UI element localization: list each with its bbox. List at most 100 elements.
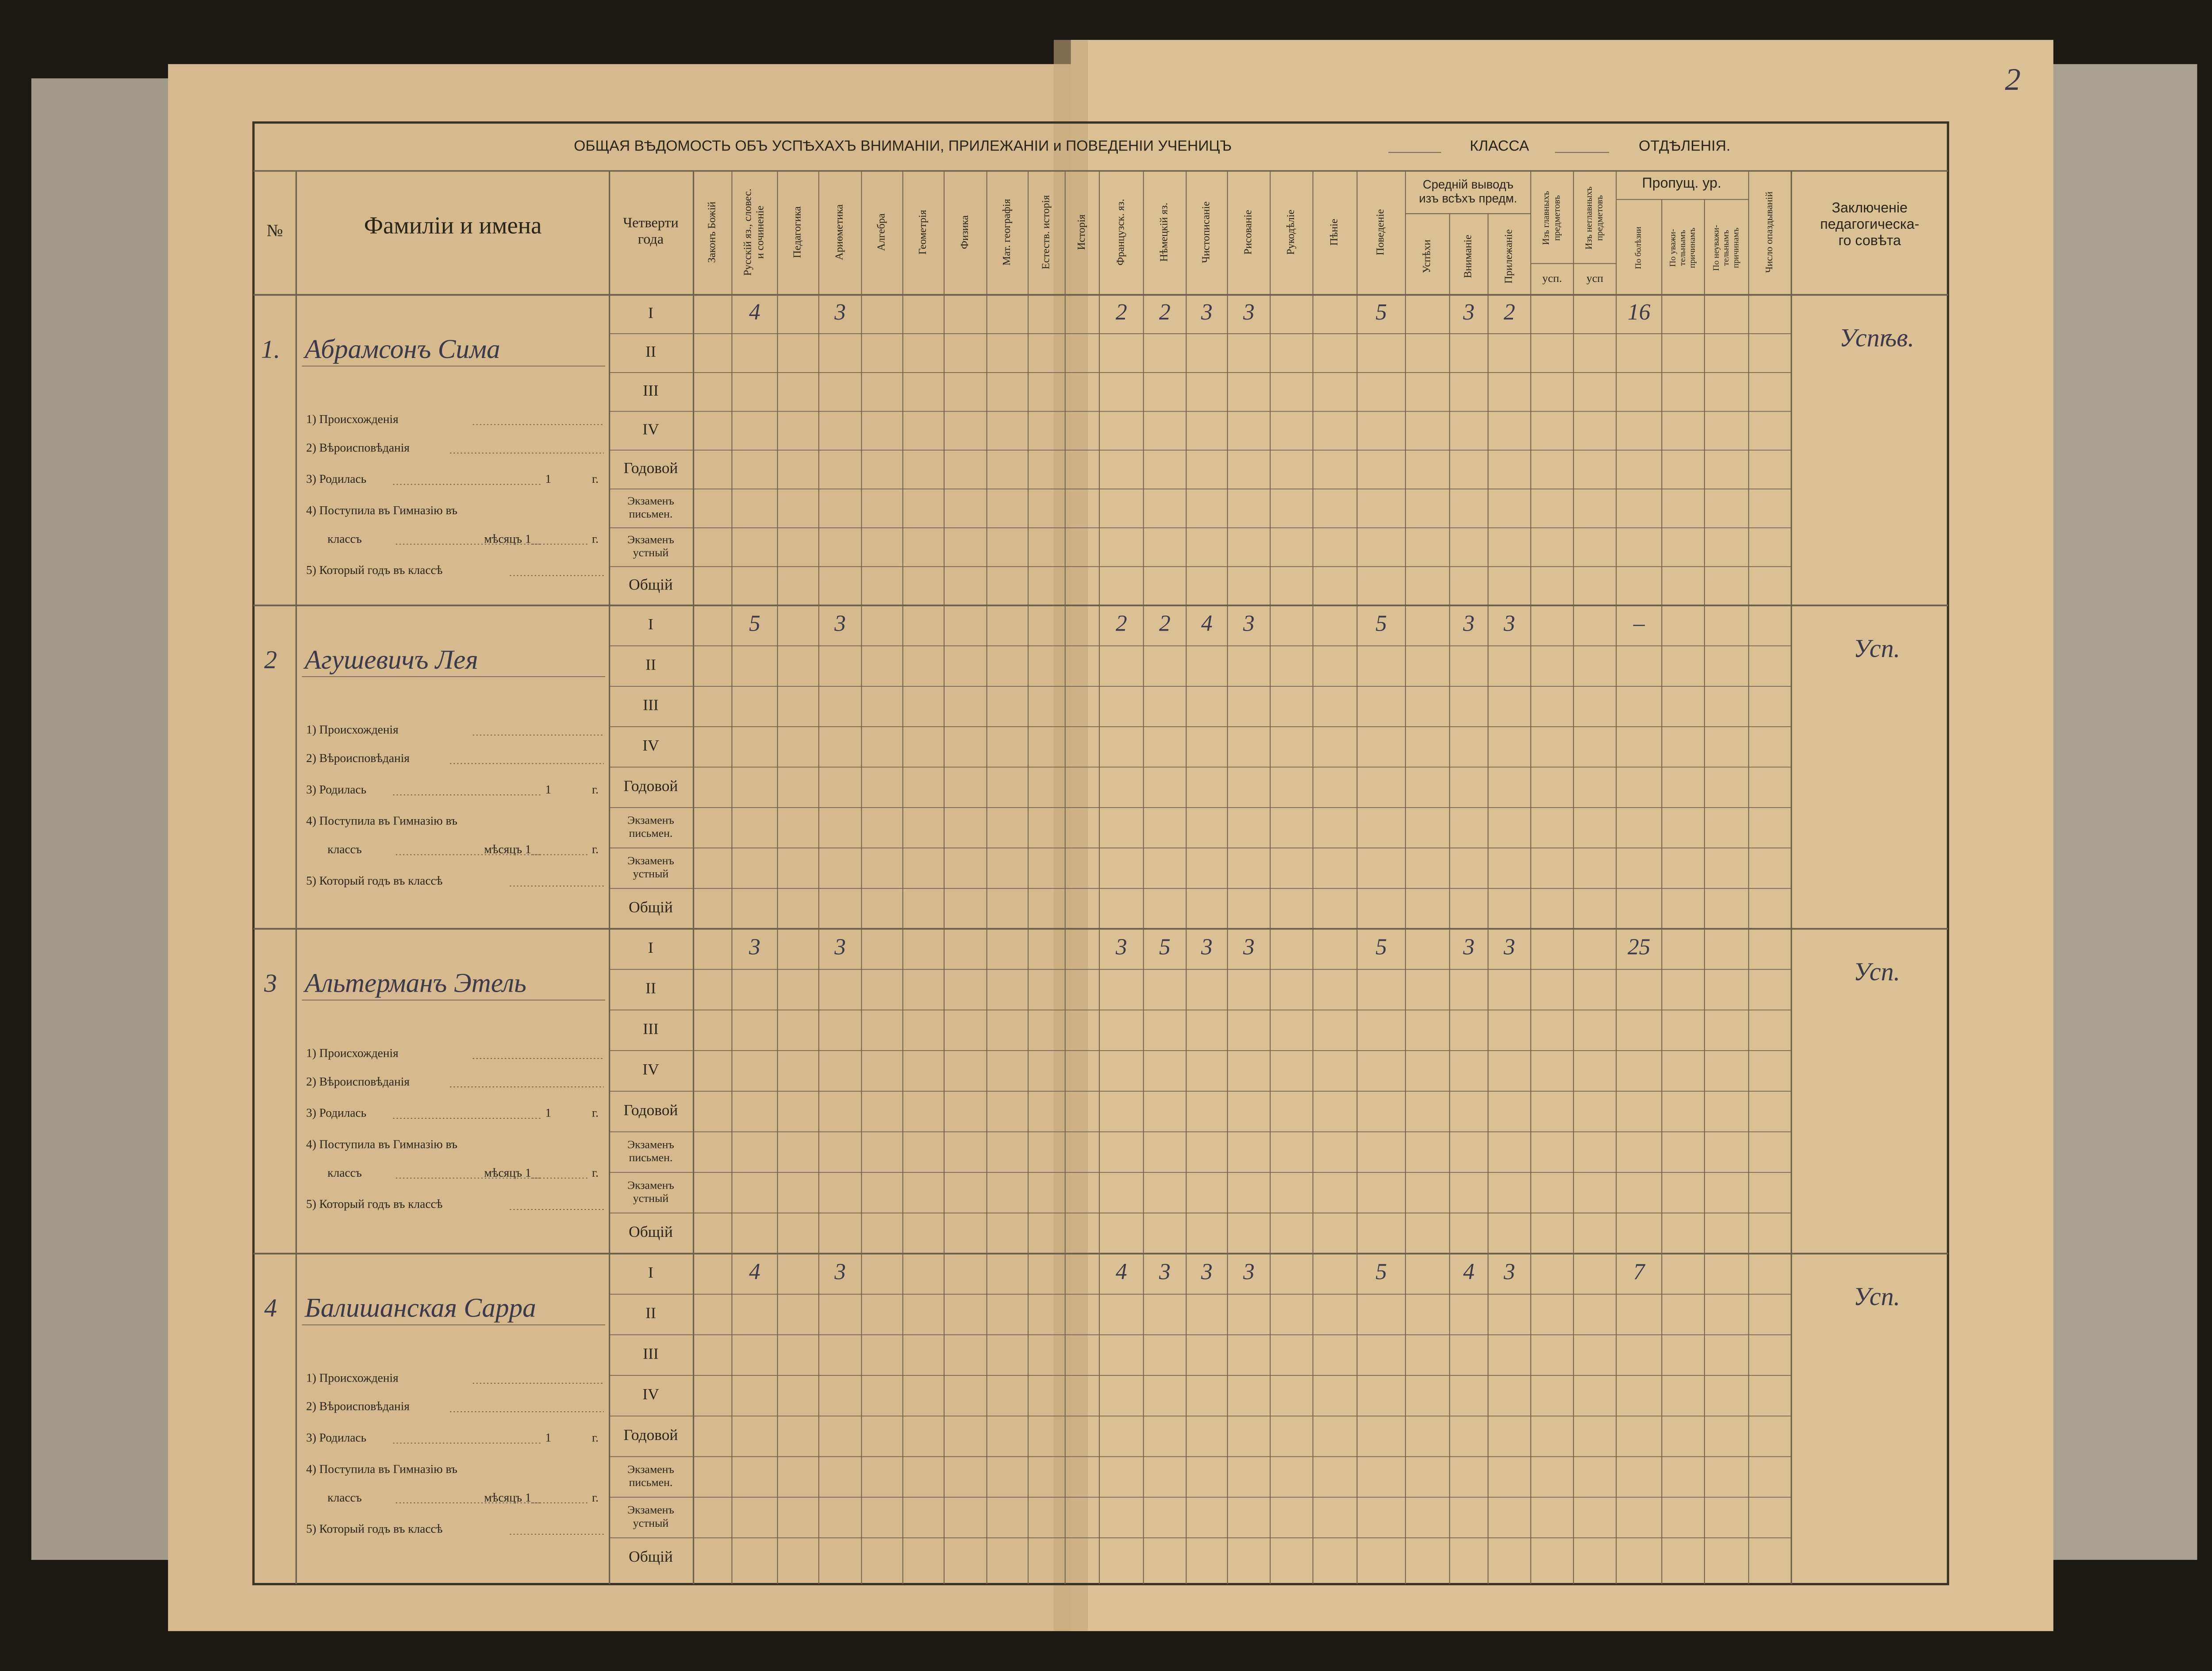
form-label: г. (592, 1491, 599, 1504)
grade: 3 (834, 935, 846, 960)
row-label: устный (633, 546, 669, 559)
grade: 3 (1503, 611, 1515, 636)
row-label: II (645, 1304, 656, 1322)
grade: 3 (1463, 300, 1475, 325)
grade: 5 (1159, 935, 1171, 960)
form-label: г. (592, 472, 599, 485)
subject-header: и сочиненіе (754, 206, 766, 259)
form-label: 5) Который годъ въ классѣ (306, 1197, 443, 1211)
subject-header: Геометрія (917, 210, 929, 254)
missed-item: По болѣзни (1634, 227, 1643, 269)
grade: 5 (749, 611, 760, 636)
form-label: г. (592, 1106, 599, 1120)
grade: 3 (1463, 935, 1475, 960)
right-page (1071, 40, 2054, 1631)
conclusion: Успѣв. (1839, 323, 1914, 352)
grade: 3 (1243, 300, 1255, 325)
row-label: II (645, 655, 656, 673)
row-label: Экзаменъ (627, 533, 674, 546)
row-label: устный (633, 867, 669, 880)
average-header: Средній выводъ (1423, 177, 1513, 191)
row-label: письмен. (629, 1476, 673, 1489)
quarters-header: года (638, 231, 664, 247)
subject-header: Алгебра (876, 213, 887, 251)
form-label: классъ (327, 1166, 362, 1179)
row-label: I (648, 615, 653, 633)
student-name: Агушевичъ Лея (303, 645, 478, 675)
missed-item: тельнымъ (1678, 230, 1687, 266)
row-label: Общій (629, 575, 673, 593)
missed-item: причинамъ (1731, 227, 1740, 268)
missed-item: тельнымъ (1721, 230, 1731, 266)
grade: 3 (1115, 935, 1127, 960)
form-label: 1) Происхожденія (306, 1046, 399, 1059)
class-label: КЛАССА (1470, 137, 1529, 154)
row-label: IV (642, 1060, 659, 1078)
grade: 3 (1503, 1259, 1515, 1284)
average-header: изъ всѣхъ предм. (1419, 192, 1517, 205)
grade: 2 (1116, 611, 1127, 636)
row-label: I (648, 939, 653, 956)
row-label: устный (633, 1192, 669, 1205)
subject-header: Рисованіе (1242, 210, 1254, 254)
grade: 4 (1463, 1259, 1475, 1284)
form-label: 5) Который годъ въ классѣ (306, 874, 443, 887)
form-label: 3) Родилась (306, 472, 366, 485)
grade: 4 (749, 1259, 760, 1284)
average-item: Вниманіе (1462, 235, 1474, 278)
row-label: III (643, 381, 658, 399)
form-label: г. (592, 532, 599, 545)
subject-header: Поведеніе (1375, 209, 1386, 255)
grade: 2 (1504, 300, 1515, 325)
form-label: 4) Поступила въ Гимназію въ (306, 1462, 457, 1475)
form-label: мѣсяцъ 1 (484, 1491, 531, 1504)
row-label: Годовой (624, 1426, 678, 1444)
form-label: 1) Происхожденія (306, 412, 399, 426)
row-label: Годовой (624, 777, 678, 794)
minor-sub: усп (1586, 272, 1603, 285)
grade: 3 (1159, 1259, 1171, 1284)
subject-header: Пѣніе (1328, 219, 1340, 246)
student-number: 1. (261, 335, 280, 363)
form-label: 5) Который годъ въ классѣ (306, 563, 443, 577)
grade: 25 (1628, 935, 1650, 960)
conclusion: Усп. (1854, 1282, 1900, 1311)
row-label: Общій (629, 1548, 673, 1565)
grade: 3 (1201, 935, 1213, 960)
grade: – (1633, 611, 1645, 636)
subject-header: Русскій яз., словес. (742, 189, 754, 276)
row-label: II (645, 979, 656, 997)
grade: 3 (834, 300, 846, 325)
form-label: 4) Поступила въ Гимназію въ (306, 1137, 457, 1151)
row-label: Экзаменъ (627, 1178, 674, 1191)
main-header: Изъ главныхъ (1540, 191, 1551, 245)
table-frame (252, 121, 1949, 1586)
form-label: г. (592, 1166, 599, 1179)
subject-header: Ариөметика (833, 204, 845, 260)
grade: 3 (1503, 935, 1515, 960)
grade: 5 (1375, 1259, 1387, 1284)
subject-header: Физика (959, 215, 971, 249)
form-label: 1 (545, 472, 551, 485)
conclusion-header: го совѣта (1839, 232, 1901, 248)
row-label: Экзаменъ (627, 1138, 674, 1151)
student-number: 4 (264, 1294, 277, 1322)
grade: 2 (1159, 300, 1171, 325)
subject-header: Французск. яз. (1114, 199, 1126, 266)
subject-header: Нѣмецкій яз. (1158, 203, 1170, 262)
form-label: 1) Происхожденія (306, 723, 399, 736)
average-item: Прилежаніе (1502, 229, 1514, 284)
grade: 7 (1633, 1259, 1646, 1284)
student-number: 3 (264, 969, 277, 997)
conclusion-header: Заключеніе (1832, 200, 1908, 216)
row-label: II (645, 343, 656, 360)
row-label: III (643, 1344, 658, 1362)
form-label: 4) Поступила въ Гимназію въ (306, 814, 457, 828)
grade: 16 (1628, 300, 1651, 325)
grade: 3 (1201, 1259, 1213, 1284)
form-label: 2) Вѣроисповѣданія (306, 1400, 410, 1413)
grade: 3 (1243, 611, 1255, 636)
form-label: мѣсяцъ 1 (484, 532, 531, 545)
